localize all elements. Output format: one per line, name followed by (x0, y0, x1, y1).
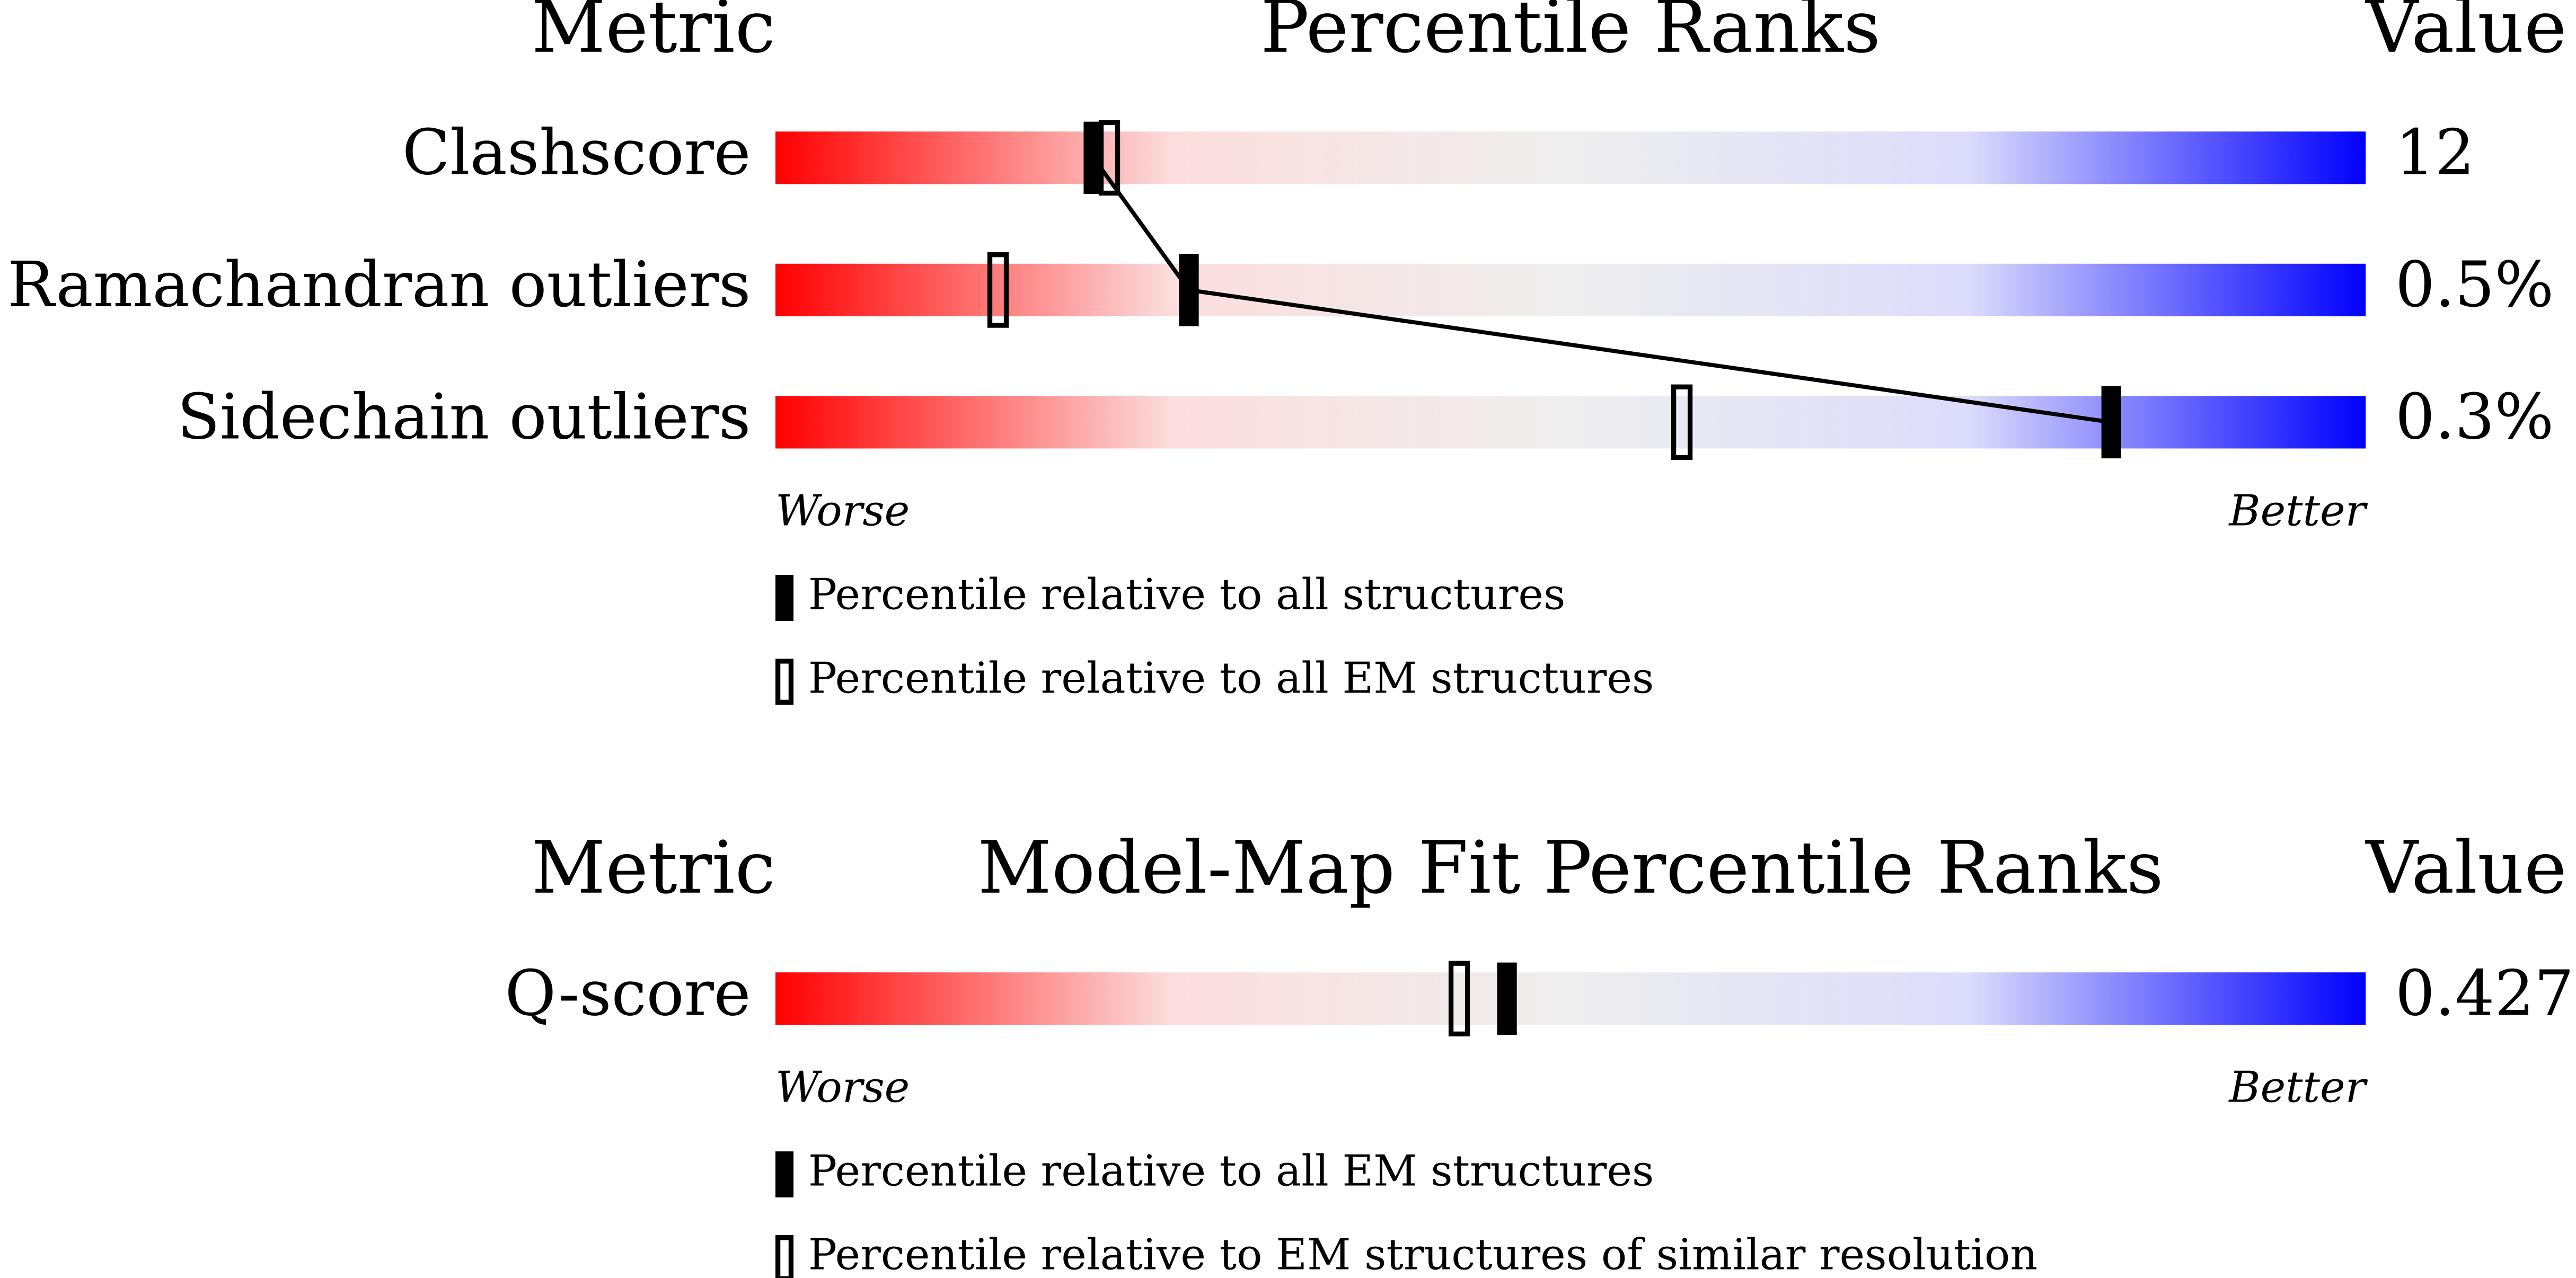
legend-label: Percentile relative to all EM structures (808, 654, 1654, 704)
metric-value: 0.3% (2395, 380, 2554, 453)
metric-label: Q-score (505, 957, 751, 1030)
axis-label-worse: Worse (775, 486, 910, 536)
percentile-marker-filled (1083, 121, 1104, 194)
metric-label: Ramachandran outliers (7, 248, 751, 321)
percentile-marker-open (1671, 384, 1693, 460)
metric-header: Metric (532, 826, 775, 910)
chart-title: Percentile Ranks (1260, 0, 1881, 69)
percentile-bar (775, 263, 2366, 316)
legend-label: Percentile relative to all structures (808, 570, 1566, 620)
chart-title: Model-Map Fit Percentile Ranks (977, 826, 2163, 910)
value-header: Value (2365, 826, 2566, 910)
percentile-marker-open (987, 252, 1009, 328)
legend-marker-open (775, 659, 794, 705)
metric-label: Clashscore (402, 116, 751, 189)
value-header: Value (2365, 0, 2566, 69)
axis-label-better: Better (2228, 486, 2368, 536)
legend-marker-filled (775, 1151, 794, 1197)
legend-marker-filled (775, 575, 794, 621)
metric-value: 0.5% (2395, 248, 2554, 321)
percentile-bar (775, 972, 2366, 1025)
percentile-marker-filled (1179, 254, 1199, 326)
percentile-marker-filled (2101, 386, 2121, 459)
metric-value: 12 (2395, 116, 2475, 189)
metric-value: 0.427 (2395, 957, 2574, 1030)
percentile-bar (775, 396, 2366, 449)
percentile-bar (775, 131, 2366, 184)
legend-label: Percentile relative to all EM structures (808, 1146, 1654, 1196)
metric-header: Metric (532, 0, 775, 69)
axis-label-worse: Worse (775, 1062, 910, 1112)
percentile-marker-filled (1497, 962, 1517, 1035)
legend-marker-open (775, 1235, 794, 1278)
metric-label: Sidechain outliers (177, 380, 751, 453)
axis-label-better: Better (2228, 1062, 2368, 1112)
legend-label: Percentile relative to EM structures of … (808, 1230, 2037, 1278)
percentile-marker-open (1448, 961, 1470, 1037)
